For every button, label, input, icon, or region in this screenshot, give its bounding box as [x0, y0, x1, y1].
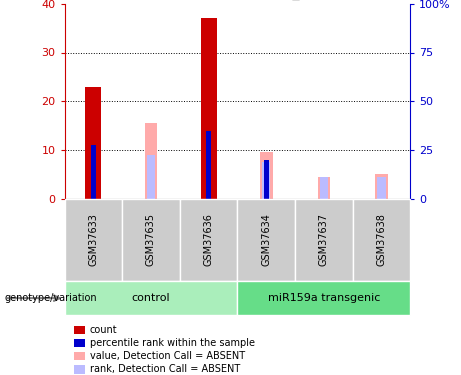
Bar: [320, 177, 328, 199]
Bar: [264, 160, 268, 199]
Bar: [353, 199, 410, 281]
Bar: [206, 130, 211, 199]
Text: value, Detection Call = ABSENT: value, Detection Call = ABSENT: [90, 351, 245, 361]
Bar: [65, 199, 122, 281]
Text: GSM37638: GSM37638: [377, 214, 386, 266]
Bar: [295, 199, 353, 281]
Text: rank, Detection Call = ABSENT: rank, Detection Call = ABSENT: [90, 364, 240, 374]
Bar: [65, 281, 237, 315]
Bar: [237, 199, 295, 281]
Bar: [91, 145, 96, 199]
Bar: [375, 174, 388, 199]
Bar: [122, 199, 180, 281]
Text: GSM37636: GSM37636: [204, 214, 213, 266]
Text: GSM37634: GSM37634: [261, 214, 271, 266]
Bar: [262, 162, 270, 199]
Text: GSM37637: GSM37637: [319, 213, 329, 267]
Bar: [85, 87, 101, 199]
Bar: [318, 177, 330, 199]
Bar: [180, 199, 237, 281]
Text: control: control: [132, 293, 170, 303]
Bar: [237, 281, 410, 315]
Text: genotype/variation: genotype/variation: [5, 293, 97, 303]
Bar: [260, 152, 272, 199]
Text: miR159a transgenic: miR159a transgenic: [268, 293, 380, 303]
Text: count: count: [90, 325, 118, 335]
Bar: [201, 18, 217, 199]
Text: GSM37633: GSM37633: [89, 214, 98, 266]
Bar: [145, 123, 157, 199]
Text: GSM37635: GSM37635: [146, 213, 156, 267]
Bar: [378, 177, 385, 199]
Text: percentile rank within the sample: percentile rank within the sample: [90, 338, 255, 348]
Bar: [147, 155, 155, 199]
